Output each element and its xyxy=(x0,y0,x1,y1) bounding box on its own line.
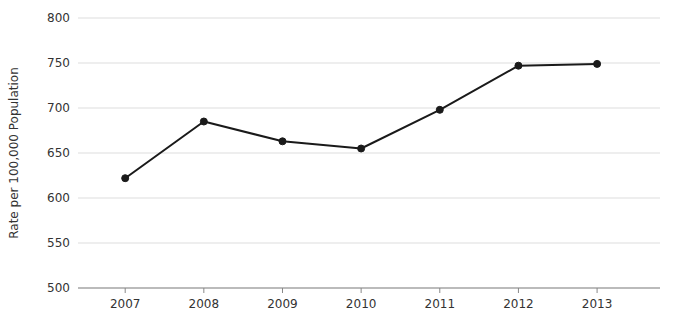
point xyxy=(594,60,601,67)
x-tick xyxy=(518,288,519,293)
x-tick-label: 2011 xyxy=(425,297,456,311)
x-tick xyxy=(203,288,204,293)
point xyxy=(200,118,207,125)
x-tick xyxy=(282,288,283,293)
y-tick-label: 800 xyxy=(47,11,70,25)
grid-line xyxy=(78,108,660,109)
y-tick-label: 650 xyxy=(47,146,70,160)
x-tick-label: 2010 xyxy=(346,297,377,311)
y-tick-label: 700 xyxy=(47,101,70,115)
grid-line xyxy=(78,18,660,19)
grid-line xyxy=(78,153,660,154)
chart-container: 500 550 600 650 700 750 800 2007 2008 2009 2010 201… xyxy=(0,0,680,328)
x-tick-label: 2008 xyxy=(189,297,220,311)
x-tick xyxy=(597,288,598,293)
x-tick-label: 2009 xyxy=(267,297,298,311)
y-tick-label: 500 xyxy=(47,281,70,295)
point xyxy=(436,106,443,113)
line xyxy=(125,64,597,178)
grid-line xyxy=(78,288,660,289)
point xyxy=(358,145,365,152)
x-tick xyxy=(361,288,362,293)
series xyxy=(122,60,601,181)
grid-line xyxy=(78,63,660,64)
x-tick-label: 2007 xyxy=(110,297,141,311)
y-tick-label: 600 xyxy=(47,191,70,205)
point xyxy=(122,175,129,182)
chart-svg: 500 550 600 650 700 750 800 2007 2008 2009 2010 201… xyxy=(0,0,680,328)
point xyxy=(515,62,522,69)
grid-line xyxy=(78,243,660,244)
x-tick-label: 2013 xyxy=(582,297,613,311)
y-axis-label: Rate per 100,000 Population xyxy=(7,67,21,239)
x-tick-label: 2012 xyxy=(503,297,534,311)
point xyxy=(279,138,286,145)
y-grid xyxy=(78,18,660,288)
y-tick-label: 550 xyxy=(47,236,70,250)
x-axis-line xyxy=(78,288,660,289)
grid-line xyxy=(78,198,660,199)
x-tick xyxy=(125,288,126,293)
y-tick-label: 750 xyxy=(47,56,70,70)
x-tick xyxy=(439,288,440,293)
